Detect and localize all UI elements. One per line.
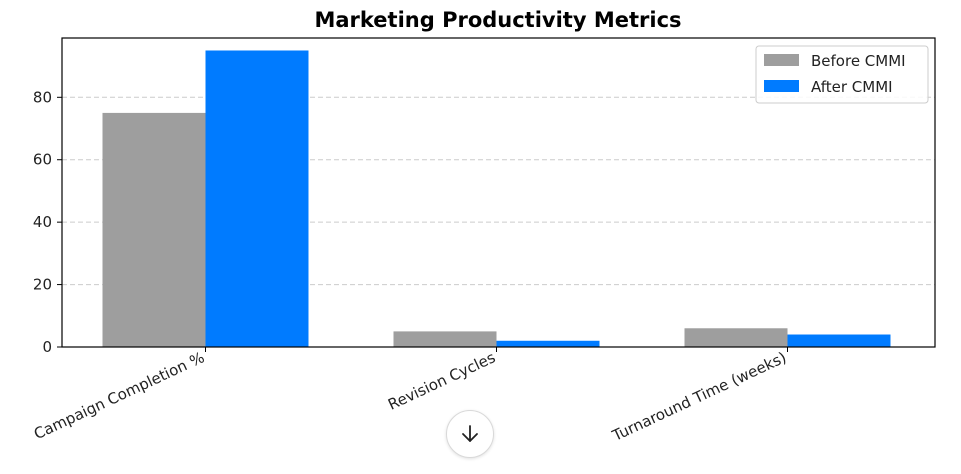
y-tick-label: 60 <box>33 151 52 169</box>
y-axis: 0 20 40 60 80 <box>33 88 62 356</box>
arrow-down-icon <box>462 425 478 442</box>
legend-swatch <box>764 80 799 92</box>
bar-before-1 <box>393 331 497 347</box>
x-tick-label: Revision Cycles <box>385 348 498 414</box>
plot-frame <box>61 37 936 348</box>
legend: Before CMMI After CMMI <box>755 45 929 104</box>
y-tick-label: 40 <box>33 213 52 231</box>
x-axis: Campaign Completion % Revision Cycles Turn… <box>31 347 789 445</box>
scroll-down-button[interactable] <box>446 410 494 458</box>
bar-after-1 <box>496 340 600 347</box>
bars <box>102 50 891 347</box>
legend-label: Before CMMI <box>811 52 906 70</box>
y-tick-label: 0 <box>42 338 52 356</box>
x-tick-label: Turnaround Time (weeks) <box>609 348 789 445</box>
legend-label: After CMMI <box>811 78 893 96</box>
x-tick-label: Campaign Completion % <box>31 348 207 443</box>
bar-after-0 <box>205 50 309 347</box>
y-tick-label: 80 <box>33 88 52 106</box>
chart-title: Marketing Productivity Metrics <box>314 8 681 32</box>
bar-before-2 <box>684 328 788 347</box>
bar-after-2 <box>787 334 891 347</box>
legend-swatch <box>764 54 799 66</box>
y-tick-label: 20 <box>33 276 52 294</box>
bar-before-0 <box>102 112 206 347</box>
